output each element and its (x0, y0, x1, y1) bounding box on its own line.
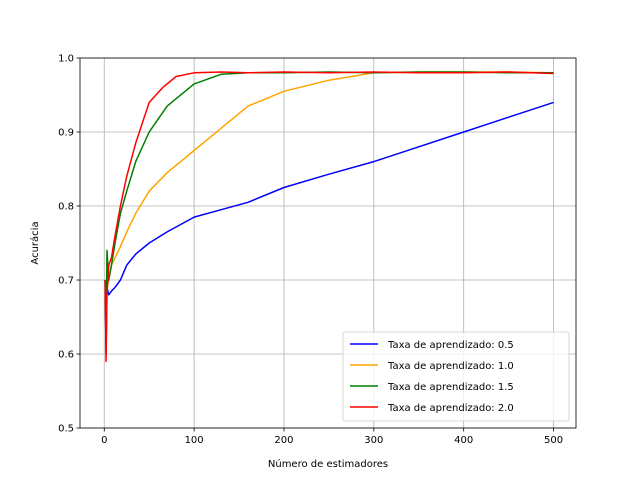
x-tick-label: 400 (454, 435, 473, 446)
legend-label-3: Taxa de aprendizado: 1.5 (387, 382, 514, 393)
legend-label-2: Taxa de aprendizado: 1.0 (387, 361, 514, 372)
y-tick-label: 0.6 (58, 350, 74, 361)
y-tick-label: 0.7 (58, 276, 74, 287)
x-tick-label: 200 (274, 435, 293, 446)
y-tick-label: 0.9 (58, 128, 74, 139)
x-axis-label: Número de estimadores (268, 458, 388, 470)
x-tick-label: 0 (101, 435, 107, 446)
legend: Taxa de aprendizado: 0.5 Taxa de aprendiz… (342, 331, 570, 422)
x-tick-label: 500 (544, 435, 563, 446)
x-tick-label: 100 (185, 435, 204, 446)
plot-frame (79, 57, 577, 429)
ticks: 0 100 200 300 400 500 0.5 0.6 0.7 0.8 0.9 1.0 (58, 54, 563, 447)
legend-label-1: Taxa de aprendizado: 0.5 (387, 340, 514, 351)
y-axis-label: Acurácia (29, 221, 41, 264)
legend-label-4: Taxa de aprendizado: 2.0 (387, 403, 514, 414)
x-tick-label: 300 (364, 435, 383, 446)
y-tick-label: 0.5 (58, 424, 74, 435)
y-tick-label: 0.8 (58, 202, 74, 213)
y-tick-label: 1.0 (58, 54, 74, 65)
series-line-4 (104, 71, 554, 363)
legend-box (342, 331, 570, 422)
series-group (104, 71, 554, 363)
series-line-1 (104, 101, 554, 355)
